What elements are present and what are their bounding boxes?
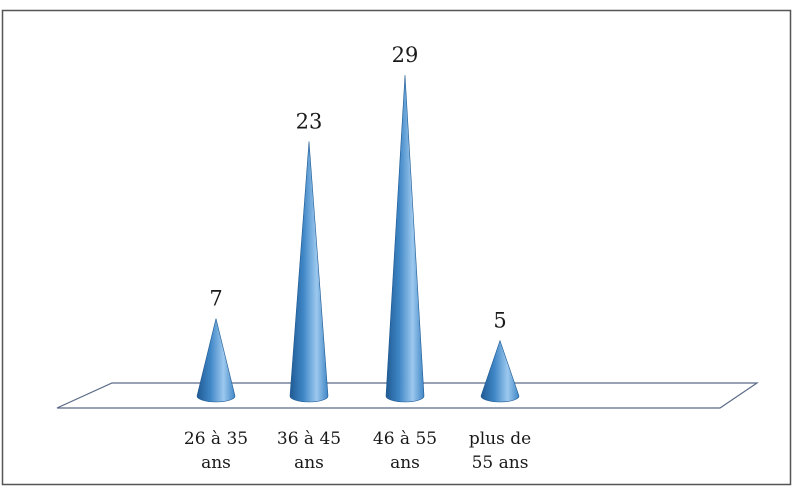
cone-bar [480, 339, 520, 403]
data-label: 29 [392, 43, 419, 67]
category-label: plus de [469, 429, 531, 449]
category-label: ans [294, 453, 324, 473]
category-label: ans [201, 453, 231, 473]
cone-bar [289, 141, 329, 403]
cone-bar [385, 74, 425, 403]
category-label: 55 ans [472, 453, 529, 473]
category-label: 36 à 45 [277, 429, 341, 449]
data-label: 23 [296, 109, 323, 133]
category-label: 46 à 55 [373, 429, 437, 449]
category-label: 26 à 35 [184, 429, 248, 449]
category-label: ans [390, 453, 420, 473]
data-label: 5 [493, 309, 506, 333]
chart-border [1, 9, 792, 486]
data-label: 7 [209, 287, 222, 311]
cone-bar [196, 318, 236, 403]
